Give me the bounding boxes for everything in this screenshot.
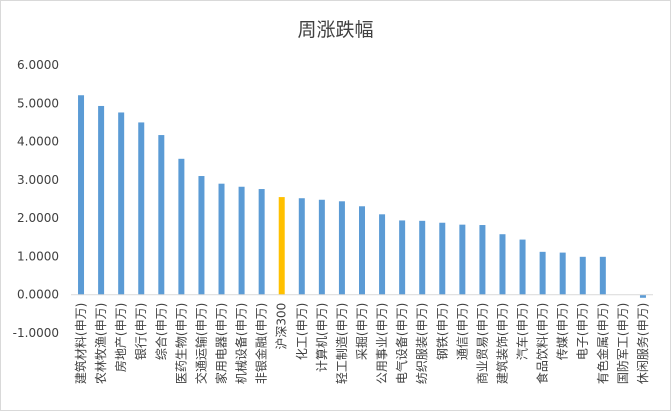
bar — [539, 251, 546, 295]
y-tick-label: 1.0000 — [17, 249, 59, 263]
x-tick-label: 化工(申万) — [295, 303, 309, 360]
x-tick-label: 沪深300 — [275, 303, 289, 350]
x-tick-label: 家用电器(申万) — [214, 303, 229, 384]
y-axis: 6.0000 5.0000 4.0000 3.0000 2.0000 1.0000 0.00… — [13, 58, 59, 340]
bar — [359, 206, 365, 295]
x-axis-labels: 建筑材料(申万) 农林牧渔(申万) 房地产(申万) 银行(申万) 综合(申万) 医药生物(… — [73, 303, 650, 384]
bar — [338, 201, 345, 295]
x-tick-label: 通信(申万) — [455, 303, 469, 360]
bar — [138, 122, 145, 295]
x-tick-label: 建筑材料(申万) — [73, 303, 88, 384]
bar — [439, 222, 446, 295]
bar-series — [78, 95, 646, 298]
bar — [118, 112, 125, 295]
y-tick-label: 6.0000 — [17, 58, 59, 72]
x-tick-label: 轻工制造(申万) — [335, 303, 349, 384]
x-tick-label: 汽车(申万) — [515, 303, 530, 360]
y-tick-label: 2.0000 — [17, 211, 59, 225]
x-tick-label: 银行(申万) — [134, 303, 148, 360]
bar — [399, 220, 406, 295]
bar — [98, 105, 105, 295]
y-tick-label: 5.0000 — [17, 96, 59, 110]
x-tick-label: 钢铁(申万) — [435, 303, 449, 360]
x-tick-label: 农林牧渔(申万) — [94, 303, 108, 384]
bar — [298, 198, 305, 295]
bar — [218, 183, 225, 295]
bar — [419, 220, 426, 295]
x-tick-label: 商业贸易(申万) — [474, 303, 489, 384]
bar — [198, 176, 205, 295]
chart-title: 周涨跌幅 — [297, 19, 374, 41]
y-tick-label: 4.0000 — [17, 135, 59, 149]
x-tick-label: 有色金属(申万) — [595, 303, 610, 384]
bar — [238, 186, 245, 295]
bar — [579, 256, 586, 295]
bar — [379, 214, 386, 295]
x-tick-label: 国防军工(申万) — [615, 303, 630, 384]
bar — [459, 224, 466, 295]
x-tick-label: 非银金融(申万) — [254, 303, 269, 384]
y-tick-label: 0.0000 — [17, 288, 59, 302]
bar — [258, 189, 265, 295]
x-tick-label: 计算机(申万) — [314, 303, 329, 372]
x-tick-label: 食品饮料(申万) — [535, 303, 550, 384]
x-tick-label: 纺织服装(申万) — [415, 303, 429, 384]
x-tick-label: 传媒(申万) — [555, 303, 570, 360]
bar — [639, 294, 646, 298]
x-tick-label: 机械设备(申万) — [234, 303, 249, 384]
bar — [318, 199, 325, 295]
x-tick-label: 休闲服务(申万) — [635, 303, 650, 384]
x-tick-label: 交通运输(申万) — [193, 303, 208, 384]
bar — [559, 252, 566, 295]
x-tick-label: 公用事业(申万) — [375, 303, 389, 384]
bar — [278, 197, 285, 295]
x-tick-label: 采掘(申万) — [354, 303, 369, 360]
x-tick-label: 房地产(申万) — [113, 303, 128, 372]
bar — [78, 95, 85, 295]
x-tick-label: 电气设备(申万) — [394, 303, 409, 384]
bar — [599, 256, 606, 295]
bar — [178, 158, 185, 295]
y-tick-label: -1.0000 — [13, 326, 59, 340]
bar — [158, 135, 165, 295]
bar — [499, 234, 506, 295]
bar — [479, 225, 486, 295]
x-tick-label: 综合(申万) — [153, 303, 168, 360]
x-tick-label: 电子(申万) — [576, 303, 590, 360]
x-tick-label: 建筑装饰(申万) — [494, 303, 509, 384]
y-tick-label: 3.0000 — [17, 173, 59, 187]
bar — [519, 239, 526, 295]
x-tick-label: 医药生物(申万) — [174, 303, 188, 384]
